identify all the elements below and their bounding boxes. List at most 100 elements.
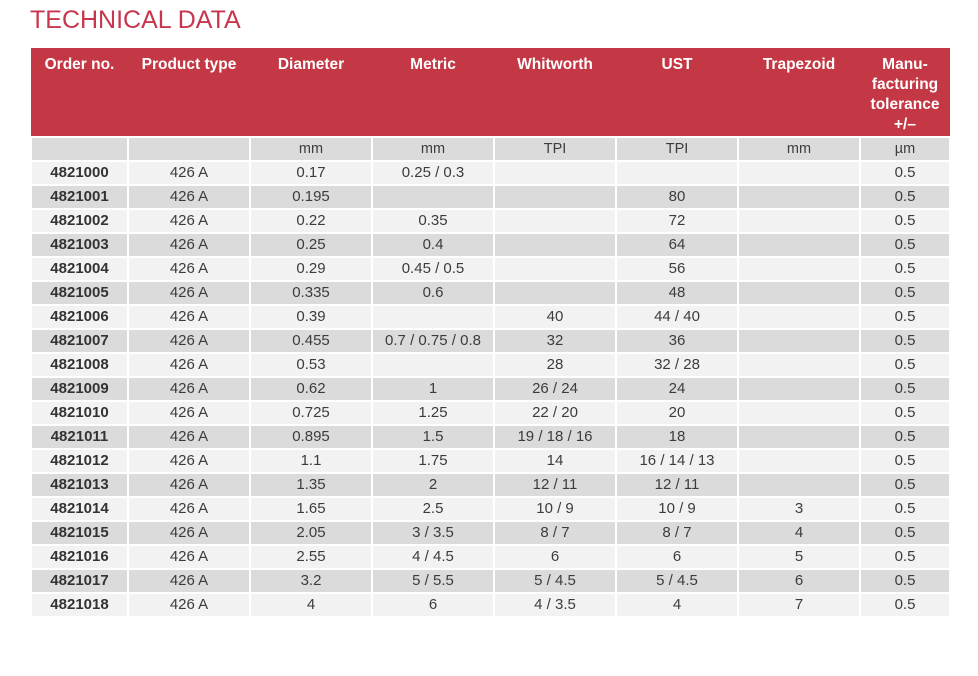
table-row: 4821016 426 A 2.55 4 / 4.5 6 6 5 0.5 — [30, 543, 951, 570]
cell-trapezoid — [737, 231, 861, 258]
cell-whitworth — [493, 279, 617, 306]
cell-order-no: 4821013 — [30, 471, 129, 498]
cell-ust: 4 — [615, 591, 739, 618]
cell-whitworth: 4 / 3.5 — [493, 591, 617, 618]
cell-tolerance: 0.5 — [859, 543, 951, 570]
cell-trapezoid — [737, 183, 861, 210]
cell-tolerance: 0.5 — [859, 375, 951, 402]
cell-ust: 80 — [615, 183, 739, 210]
cell-trapezoid — [737, 351, 861, 378]
cell-order-no: 4821000 — [30, 159, 129, 186]
table-row: 4821001 426 A 0.195 80 0.5 — [30, 183, 951, 210]
column-header-tolerance: Manu- facturing tolerance +/– — [860, 48, 950, 137]
cell-metric: 3 / 3.5 — [371, 519, 495, 546]
cell-diameter: 0.29 — [249, 255, 373, 282]
cell-metric — [371, 303, 495, 330]
cell-whitworth: 28 — [493, 351, 617, 378]
cell-metric: 0.6 — [371, 279, 495, 306]
cell-diameter: 1.1 — [249, 447, 373, 474]
cell-trapezoid: 7 — [737, 591, 861, 618]
cell-metric: 1.75 — [371, 447, 495, 474]
cell-product-type: 426 A — [127, 351, 251, 378]
cell-whitworth: 5 / 4.5 — [493, 567, 617, 594]
unit-row: mm mm TPI TPI mm µm — [30, 135, 951, 162]
table-row: 4821002 426 A 0.22 0.35 72 0.5 — [30, 207, 951, 234]
cell-ust: 24 — [615, 375, 739, 402]
cell-trapezoid — [737, 471, 861, 498]
table-row: 4821009 426 A 0.62 1 26 / 24 24 0.5 — [30, 375, 951, 402]
cell-order-no: 4821010 — [30, 399, 129, 426]
table-row: 4821000 426 A 0.17 0.25 / 0.3 0.5 — [30, 159, 951, 186]
cell-diameter: 3.2 — [249, 567, 373, 594]
cell-trapezoid — [737, 423, 861, 450]
cell-ust: 36 — [615, 327, 739, 354]
cell-trapezoid — [737, 327, 861, 354]
cell-trapezoid: 5 — [737, 543, 861, 570]
cell-product-type: 426 A — [127, 543, 251, 570]
cell-product-type: 426 A — [127, 567, 251, 594]
table-body: mm mm TPI TPI mm µm 4821000 426 A 0.17 0.25 / 0.… — [30, 135, 951, 618]
cell-diameter: 0.895 — [249, 423, 373, 450]
cell-tolerance: 0.5 — [859, 447, 951, 474]
cell-ust: 72 — [615, 207, 739, 234]
cell-order-no: 4821009 — [30, 375, 129, 402]
table-row: 4821013 426 A 1.35 2 12 / 11 12 / 11 0.5 — [30, 471, 951, 498]
cell-tolerance: 0.5 — [859, 567, 951, 594]
cell-diameter: 0.39 — [249, 303, 373, 330]
table-row: 4821012 426 A 1.1 1.75 14 16 / 14 / 13 0.5 — [30, 447, 951, 474]
cell-whitworth: 6 — [493, 543, 617, 570]
unit-cell-ust: TPI — [615, 135, 739, 162]
cell-trapezoid — [737, 207, 861, 234]
cell-product-type: 426 A — [127, 183, 251, 210]
cell-order-no: 4821002 — [30, 207, 129, 234]
cell-ust: 44 / 40 — [615, 303, 739, 330]
cell-tolerance: 0.5 — [859, 351, 951, 378]
cell-tolerance: 0.5 — [859, 303, 951, 330]
cell-metric: 2 — [371, 471, 495, 498]
cell-metric: 0.4 — [371, 231, 495, 258]
unit-cell-diameter: mm — [249, 135, 373, 162]
column-header-ust: UST — [616, 48, 738, 137]
cell-product-type: 426 A — [127, 327, 251, 354]
table-row: 4821007 426 A 0.455 0.7 / 0.75 / 0.8 32 36 0.5 — [30, 327, 951, 354]
column-header-product-type: Product type — [128, 48, 250, 137]
cell-whitworth: 10 / 9 — [493, 495, 617, 522]
table-row: 4821005 426 A 0.335 0.6 48 0.5 — [30, 279, 951, 306]
cell-tolerance: 0.5 — [859, 519, 951, 546]
table-row: 4821008 426 A 0.53 28 32 / 28 0.5 — [30, 351, 951, 378]
cell-metric: 0.35 — [371, 207, 495, 234]
cell-order-no: 4821015 — [30, 519, 129, 546]
cell-ust: 48 — [615, 279, 739, 306]
cell-metric: 5 / 5.5 — [371, 567, 495, 594]
header-row: Order no. Product type Diameter Metric Whitw… — [31, 48, 950, 137]
cell-metric: 0.25 / 0.3 — [371, 159, 495, 186]
cell-tolerance: 0.5 — [859, 471, 951, 498]
cell-diameter: 0.17 — [249, 159, 373, 186]
unit-cell-metric: mm — [371, 135, 495, 162]
cell-order-no: 4821006 — [30, 303, 129, 330]
cell-diameter: 0.335 — [249, 279, 373, 306]
cell-tolerance: 0.5 — [859, 279, 951, 306]
cell-product-type: 426 A — [127, 303, 251, 330]
table-row: 4821014 426 A 1.65 2.5 10 / 9 10 / 9 3 0.5 — [30, 495, 951, 522]
cell-order-no: 4821001 — [30, 183, 129, 210]
cell-product-type: 426 A — [127, 279, 251, 306]
cell-product-type: 426 A — [127, 495, 251, 522]
column-header-trapezoid: Trapezoid — [738, 48, 860, 137]
cell-product-type: 426 A — [127, 423, 251, 450]
cell-whitworth: 12 / 11 — [493, 471, 617, 498]
cell-tolerance: 0.5 — [859, 183, 951, 210]
column-header-metric: Metric — [372, 48, 494, 137]
cell-ust: 16 / 14 / 13 — [615, 447, 739, 474]
cell-diameter: 0.53 — [249, 351, 373, 378]
cell-order-no: 4821016 — [30, 543, 129, 570]
cell-ust: 6 — [615, 543, 739, 570]
cell-whitworth: 8 / 7 — [493, 519, 617, 546]
unit-cell-product-type — [127, 135, 251, 162]
cell-product-type: 426 A — [127, 519, 251, 546]
cell-metric: 0.7 / 0.75 / 0.8 — [371, 327, 495, 354]
cell-order-no: 4821005 — [30, 279, 129, 306]
cell-diameter: 0.25 — [249, 231, 373, 258]
cell-tolerance: 0.5 — [859, 399, 951, 426]
cell-trapezoid — [737, 447, 861, 474]
